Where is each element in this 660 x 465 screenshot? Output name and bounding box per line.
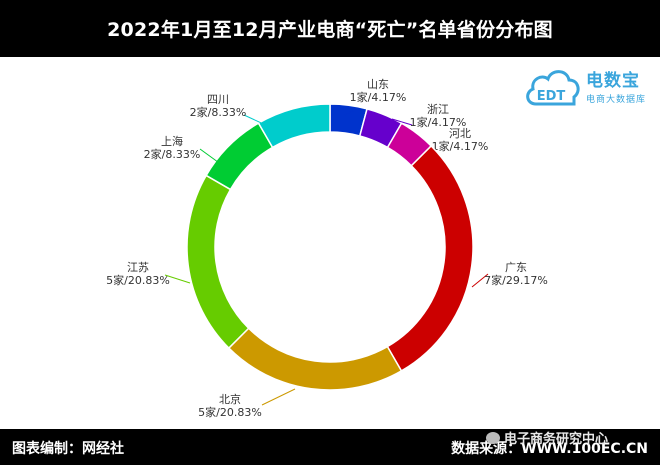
logo-name: 电数宝 — [586, 71, 640, 91]
slice-7 — [205, 122, 274, 191]
leader-line-4 — [471, 273, 489, 288]
watermark: 电子商务研究中心 — [486, 428, 608, 447]
slice-name-label: 山东 — [367, 78, 389, 91]
leader-line-8 — [243, 114, 271, 128]
slice-value-label: 1家/4.17% — [410, 115, 467, 129]
wechat-icon — [486, 432, 500, 444]
logo: EDT 电数宝 电商大数据库 — [524, 62, 654, 110]
leader-line-2 — [391, 118, 413, 126]
footer-bar: 图表编制：网经社 数据来源：WWW.100EC.CN — [0, 429, 660, 465]
leader-line-7 — [199, 148, 223, 166]
logo-cloud-text: EDT — [537, 89, 566, 104]
slice-value-label: 1家/4.17% — [350, 90, 407, 104]
slice-name-label: 广东 — [505, 261, 527, 274]
slice-8 — [257, 103, 331, 149]
slice-6 — [186, 174, 250, 350]
slice-5 — [227, 327, 403, 391]
cloud-logo-icon: EDT — [526, 70, 580, 106]
slice-value-label: 2家/8.33% — [190, 105, 247, 119]
footer-credit: 图表编制：网经社 — [12, 441, 124, 457]
watermark-text: 电子商务研究中心 — [504, 432, 609, 447]
slice-4 — [386, 144, 474, 372]
chart-title: 2022年1月至12月产业电商“死亡”名单省份分布图 — [0, 0, 660, 57]
slice-value-label: 5家/20.83% — [106, 273, 170, 287]
slice-name-label: 上海 — [161, 134, 183, 148]
slice-name-label: 河北 — [449, 127, 471, 140]
footer-source: 数据来源：WWW.100EC.CN — [451, 441, 648, 457]
slice-name-label: 江苏 — [127, 261, 149, 274]
slice-value-label: 1家/4.17% — [432, 139, 489, 153]
logo-tagline: 电商大数据库 — [586, 95, 647, 105]
slice-name-label: 四川 — [207, 93, 229, 106]
leader-line-6 — [164, 274, 191, 284]
leader-line-5 — [261, 388, 296, 406]
slice-value-label: 7家/29.17% — [484, 273, 548, 287]
slice-name-label: 浙江 — [427, 103, 449, 116]
slice-name-label: 北京 — [219, 392, 241, 406]
slice-value-label: 2家/8.33% — [144, 147, 201, 161]
slice-value-label: 5家/20.83% — [198, 405, 262, 419]
leader-line-1 — [344, 107, 359, 116]
donut-chart: 山东1家/4.17%浙江1家/4.17%河北1家/4.17%广东7家/29.17… — [106, 78, 548, 419]
